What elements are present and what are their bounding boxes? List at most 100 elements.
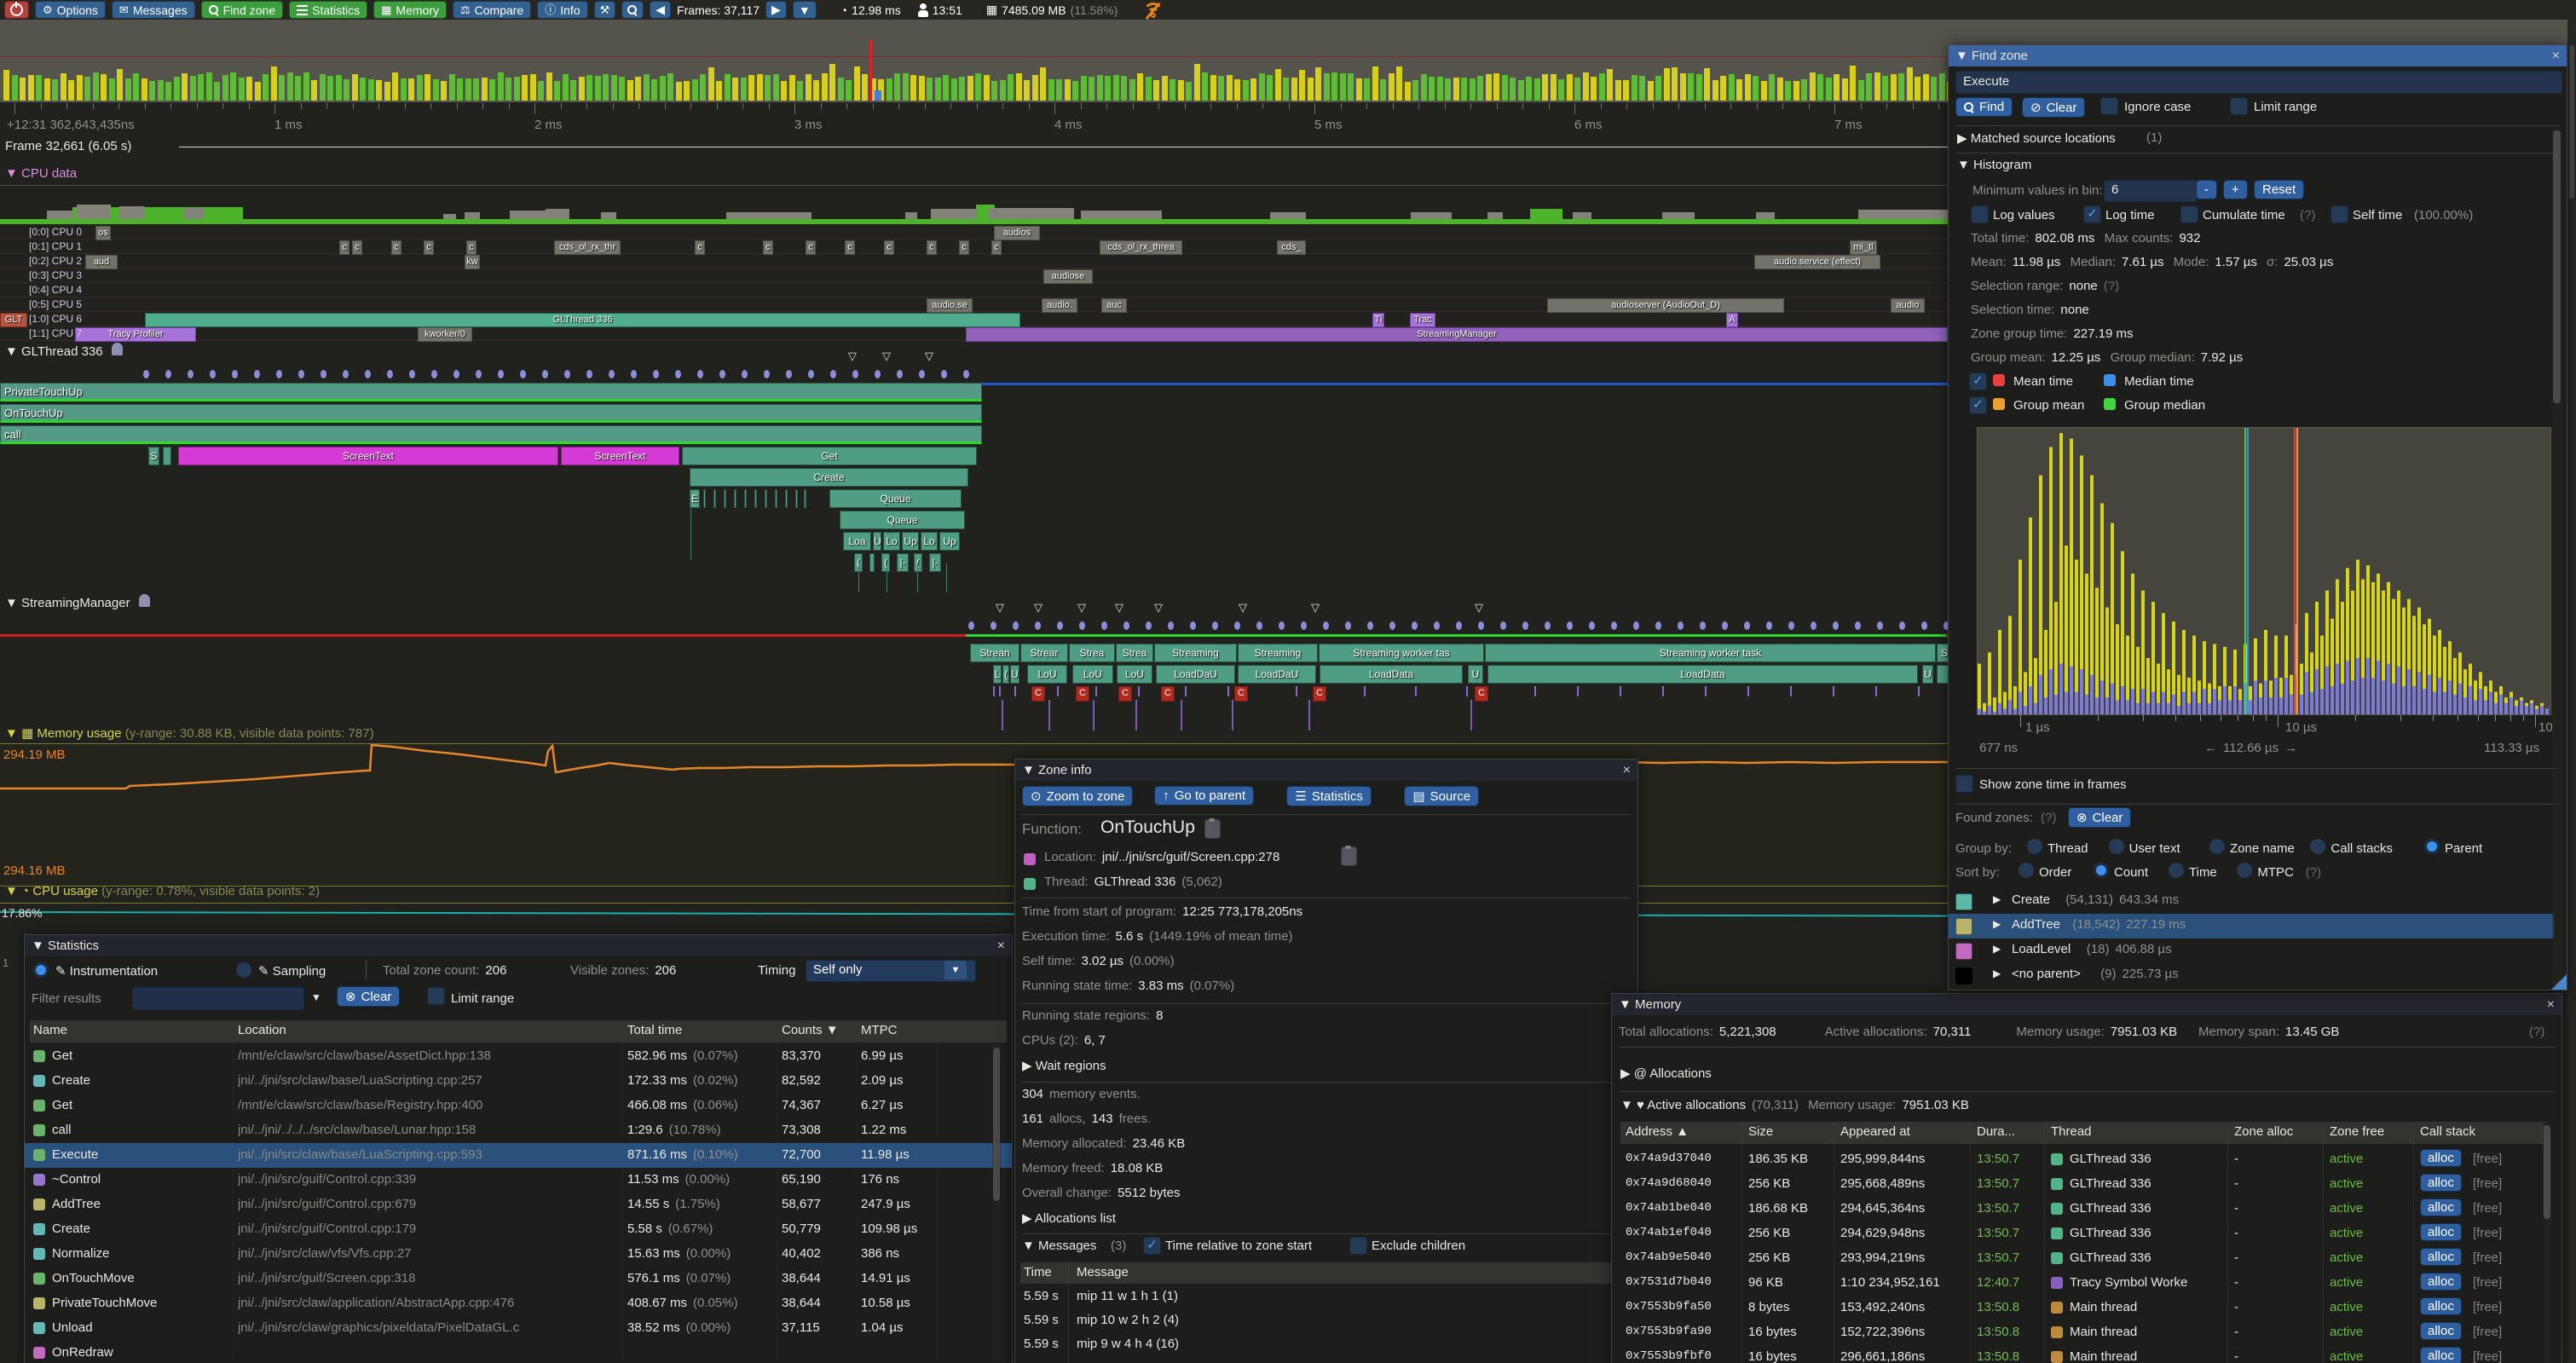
close-icon[interactable]: ×: [1622, 762, 1631, 777]
cpu-data-section-header[interactable]: ▼ CPU data: [5, 166, 78, 181]
sample-dot[interactable]: [254, 370, 260, 378]
filter-input[interactable]: [132, 987, 304, 1010]
group-by-user-text[interactable]: [2108, 839, 2124, 854]
limit-range-checkbox[interactable]: [2230, 97, 2248, 115]
find-zone-histogram[interactable]: [1977, 427, 2551, 715]
found-zone-group[interactable]: ▶ Create (54,131) 643.34 ms: [1949, 889, 2554, 914]
cpu-zone[interactable]: audioserver (AudioOut_D): [1547, 298, 1784, 313]
statistics-button[interactable]: ☰ Statistics: [1286, 786, 1372, 806]
close-icon[interactable]: ×: [2551, 48, 2560, 63]
sample-dot[interactable]: [1434, 621, 1440, 630]
profile-zone[interactable]: LoU: [1072, 665, 1113, 684]
memory-usage-section-header[interactable]: ▼ ▦ Memory usage (y-range: 30.88 KB, vis…: [5, 726, 374, 741]
table-row[interactable]: PrivateTouchMove jni/../jni/src/claw/appl…: [25, 1291, 1012, 1316]
sample-dot[interactable]: [365, 370, 371, 378]
zoom-to-zone-button[interactable]: ⊙ Zoom to zone: [1022, 786, 1134, 806]
timing-dropdown[interactable]: Self only ▼: [806, 960, 976, 982]
cpu-zone[interactable]: c: [352, 240, 362, 255]
profile-zone[interactable]: LoadDaU: [1238, 665, 1316, 684]
message-marker[interactable]: ▽: [1034, 601, 1043, 614]
profile-zone[interactable]: Create: [690, 468, 968, 487]
lock-zone[interactable]: C: [1031, 686, 1045, 702]
sample-dot[interactable]: [1678, 621, 1684, 630]
clear-button[interactable]: ⊘ Clear: [2022, 97, 2086, 118]
alloc-stack-button[interactable]: alloc: [2420, 1297, 2462, 1315]
profile-zone[interactable]: Strear: [1020, 644, 1068, 662]
profile-zone[interactable]: [163, 447, 171, 465]
cpu-zone[interactable]: Ti: [1372, 313, 1384, 327]
lock-zone[interactable]: C: [1475, 686, 1488, 702]
found-zone-group[interactable]: ▶ <no parent> (9) 225.73 µs: [1949, 963, 2554, 988]
find-zone-search-input[interactable]: Execute: [1955, 71, 2562, 94]
profile-zone[interactable]: Strean: [970, 644, 1019, 662]
profile-zone[interactable]: Get: [682, 447, 977, 465]
sample-dot[interactable]: [1589, 621, 1595, 630]
message-marker[interactable]: ▽: [1475, 601, 1483, 614]
sample-dot[interactable]: [719, 370, 725, 378]
message-marker[interactable]: ▽: [925, 349, 933, 362]
profile-zone[interactable]: Queue: [840, 511, 965, 529]
sample-dot[interactable]: [963, 370, 969, 378]
cpu-zone[interactable]: audio.se: [927, 298, 973, 313]
matched-locations-expander[interactable]: ▶ Matched source locations: [1957, 131, 2116, 146]
profile-zone[interactable]: LoU: [1027, 665, 1067, 684]
cpu-zone[interactable]: GLT: [0, 313, 27, 327]
allocation-row[interactable]: 0x74ab1be040 186.68 KB 294,645,364ns 13:50.…: [1612, 1197, 2562, 1222]
found-clear-button[interactable]: ⊗ Clear: [2068, 807, 2132, 828]
sampling-radio[interactable]: [236, 962, 251, 978]
profile-zone[interactable]: L: [993, 665, 1002, 684]
sample-dot[interactable]: [409, 370, 415, 378]
time-relative-checkbox[interactable]: ✓: [1143, 1237, 1161, 1255]
alloc-stack-button[interactable]: alloc: [2420, 1347, 2462, 1363]
copy-icon[interactable]: [1341, 846, 1357, 866]
sample-dot[interactable]: [786, 370, 792, 378]
sample-dot[interactable]: [321, 370, 326, 378]
profile-zone[interactable]: Streaming: [1154, 644, 1237, 662]
main-scrollbar-thumb[interactable]: [2569, 45, 2574, 199]
streaming-section-header[interactable]: ▼ StreamingManager: [5, 594, 150, 610]
sample-dot[interactable]: [343, 370, 349, 378]
sample-dot[interactable]: [1256, 621, 1262, 630]
message-marker[interactable]: ▽: [882, 349, 891, 362]
cumulate-time-checkbox[interactable]: [2180, 205, 2198, 223]
messages-expander[interactable]: ▼ Messages: [1022, 1239, 1097, 1253]
sample-dot[interactable]: [697, 370, 703, 378]
funnel-icon[interactable]: ▼: [311, 991, 321, 1003]
sample-dot[interactable]: [875, 370, 881, 378]
sort-by-mtpc[interactable]: [2237, 863, 2253, 878]
sample-dot[interactable]: [1389, 621, 1395, 630]
profile-zone[interactable]: U: [1468, 665, 1483, 684]
sample-dot[interactable]: [586, 370, 592, 378]
group-by-thread[interactable]: [2027, 839, 2042, 854]
free-stack-link[interactable]: [free]: [2473, 1250, 2503, 1265]
zone-info-titlebar[interactable]: ▼ Zone info ×: [1015, 759, 1637, 781]
sample-dot[interactable]: [1367, 621, 1373, 630]
allocations-expander[interactable]: ▶ @ Allocations: [1620, 1066, 1712, 1081]
sample-dot[interactable]: [564, 370, 570, 378]
allocation-row[interactable]: 0x74a9d68040 256 KB 295,668,489ns 13:50.7 GL…: [1612, 1172, 2562, 1197]
cpu-zone[interactable]: audio: [1891, 298, 1925, 313]
profile-zone[interactable]: Loa: [843, 532, 871, 551]
cpu-zone[interactable]: kw: [465, 255, 480, 269]
profile-zone[interactable]: OnTouchUp: [0, 404, 982, 423]
sample-dot[interactable]: [1855, 621, 1861, 630]
sample-dot[interactable]: [1877, 621, 1883, 630]
profile-zone[interactable]: [744, 489, 747, 508]
sample-dot[interactable]: [675, 370, 681, 378]
free-stack-link[interactable]: [free]: [2473, 1176, 2503, 1191]
allocations-list-expander[interactable]: ▶ Allocations list: [1022, 1211, 1116, 1226]
sample-dot[interactable]: [764, 370, 770, 378]
profile-zone[interactable]: [785, 489, 788, 508]
compare-button[interactable]: ⚖ Compare: [452, 1, 532, 19]
log-values-checkbox[interactable]: [1971, 205, 1989, 223]
profile-zone[interactable]: (: [881, 553, 890, 572]
sample-dot[interactable]: [968, 621, 974, 630]
group-by-parent[interactable]: [2424, 839, 2440, 854]
sample-dot[interactable]: [609, 370, 615, 378]
message-marker[interactable]: ▽: [1077, 601, 1086, 614]
profile-zone[interactable]: Up: [939, 532, 960, 551]
alloc-stack-button[interactable]: alloc: [2420, 1322, 2462, 1340]
find-zone-scrollbar-thumb[interactable]: [2553, 130, 2561, 403]
profile-zone[interactable]: |-: [929, 553, 941, 572]
profile-zone[interactable]: LoadData: [1320, 665, 1463, 684]
